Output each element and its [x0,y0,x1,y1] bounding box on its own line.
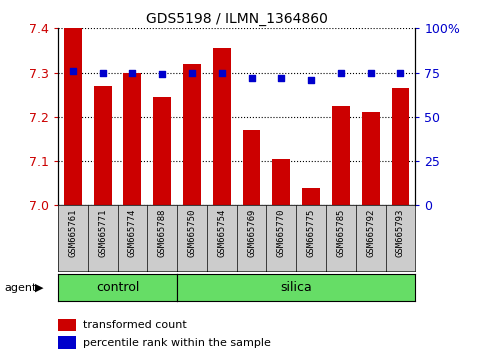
Bar [362,113,380,205]
Bar [94,86,112,205]
Text: control: control [96,281,139,294]
Bar [64,28,82,205]
Text: GSM665750: GSM665750 [187,209,197,257]
Text: GSM665775: GSM665775 [307,209,315,257]
Text: GSM665788: GSM665788 [158,209,167,257]
Bar [392,88,410,205]
Text: GSM665769: GSM665769 [247,209,256,257]
Bar [332,106,350,205]
Bar [272,159,290,205]
Point [218,70,226,75]
Point [158,72,166,77]
Text: GSM665770: GSM665770 [277,209,286,257]
Bar [242,130,260,205]
Bar [183,64,201,205]
Bar [153,97,171,205]
Point [248,75,256,81]
Text: GSM665793: GSM665793 [396,209,405,257]
Text: percentile rank within the sample: percentile rank within the sample [83,338,271,348]
Point [307,77,315,82]
FancyBboxPatch shape [58,319,76,331]
Bar [213,48,231,205]
Point [128,70,136,75]
Text: ▶: ▶ [35,282,43,293]
Text: silica: silica [280,281,312,294]
Point [337,70,345,75]
Text: GSM665785: GSM665785 [337,209,345,257]
Bar [302,188,320,205]
Point [188,70,196,75]
Text: GSM665754: GSM665754 [217,209,226,257]
Point [397,70,404,75]
Point [278,75,285,81]
Title: GDS5198 / ILMN_1364860: GDS5198 / ILMN_1364860 [146,12,327,26]
Text: GSM665792: GSM665792 [366,209,375,257]
Point [99,70,107,75]
Point [367,70,375,75]
FancyBboxPatch shape [58,336,76,349]
Text: GSM665771: GSM665771 [98,209,107,257]
Bar [124,73,142,205]
Text: GSM665761: GSM665761 [69,209,77,257]
Text: transformed count: transformed count [83,320,187,330]
Text: GSM665774: GSM665774 [128,209,137,257]
Point [69,68,77,74]
Text: agent: agent [5,282,37,293]
